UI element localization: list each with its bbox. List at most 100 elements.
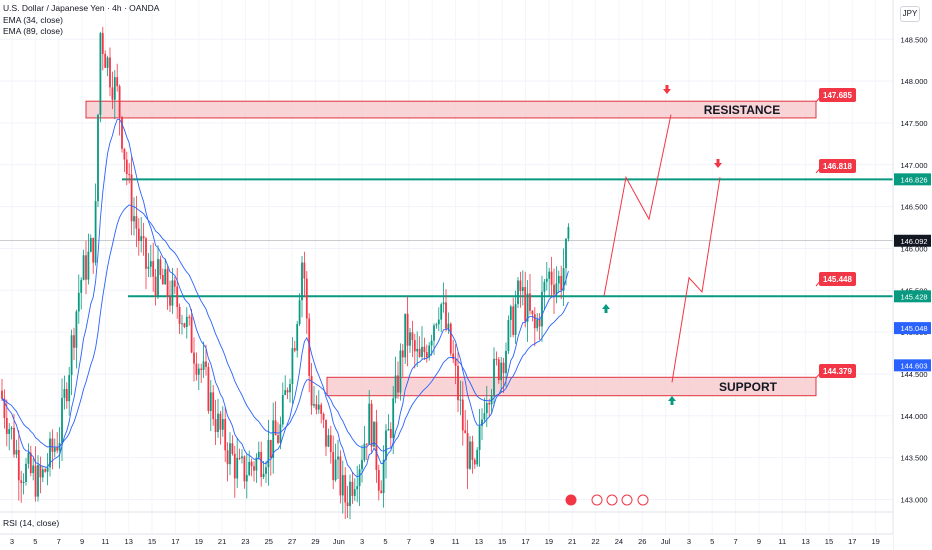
candle-body: [224, 419, 227, 451]
candle-body: [80, 279, 83, 293]
price-badge-bg: [894, 234, 931, 247]
time-tick-label: 9: [430, 537, 434, 546]
candle-body: [368, 403, 371, 445]
candle-body: [349, 481, 351, 507]
grid: [0, 0, 893, 534]
candle-body: [229, 443, 231, 465]
candle-body: [257, 451, 260, 458]
candle-body: [483, 413, 486, 420]
ema-34-line: [1, 118, 569, 478]
candle-body: [56, 447, 59, 451]
symbol-title[interactable]: U.S. Dollar / Japanese Yen · 4h · OANDA: [3, 3, 160, 13]
candle-body: [34, 465, 37, 497]
candle-body: [322, 413, 325, 420]
candle-body: [433, 325, 435, 341]
candle-body: [262, 473, 265, 478]
candle-body: [363, 443, 366, 461]
level-label-text: 147.685: [823, 91, 852, 100]
ema-89-legend[interactable]: EMA (89, close): [3, 26, 63, 36]
time-axis[interactable]: 3 5 7 9 11 13 15 17 19 21 23 25 27 29 Jun 3 5 7 9 11 13 15 17 1…: [0, 533, 893, 550]
price-tick-label: 147.500: [900, 119, 927, 128]
candle-body: [449, 323, 452, 354]
time-tick-label: 13: [125, 537, 133, 546]
candle-body: [421, 346, 423, 357]
price-axis-bg: [893, 0, 932, 550]
candle-body: [111, 87, 114, 100]
candle-body: [260, 451, 263, 478]
candle-body: [281, 394, 284, 425]
candle-body: [435, 324, 438, 326]
time-tick-label: 23: [241, 537, 249, 546]
zone-label: SUPPORT: [719, 380, 778, 394]
candle-body: [3, 398, 6, 418]
event-icon: [565, 494, 577, 506]
rsi-legend[interactable]: RSI (14, close): [3, 518, 60, 528]
time-tick-label: 5: [710, 537, 714, 546]
candle-body: [454, 359, 457, 366]
candle-body: [471, 441, 474, 460]
time-axis-bg: [0, 534, 893, 550]
candle-body: [157, 259, 159, 296]
arrow-down-icon: [714, 159, 722, 168]
candle-body: [380, 490, 383, 494]
candle-body: [32, 465, 35, 474]
candle-body: [82, 255, 85, 280]
candle-body: [447, 323, 450, 329]
level-label-text: 146.818: [823, 162, 852, 171]
candle-body: [478, 425, 481, 450]
candle-body: [8, 429, 11, 434]
price-tick-label: 143.500: [900, 454, 927, 463]
candle-body: [466, 433, 469, 469]
candle-body: [565, 238, 567, 269]
zone-label: RESISTANCE: [704, 103, 780, 117]
candle-body: [529, 293, 531, 311]
candle-body: [473, 459, 476, 465]
candle-body: [101, 33, 104, 54]
price-badge-bg: [894, 322, 931, 335]
time-tick-label: 11: [778, 537, 786, 546]
zone-support: [326, 376, 817, 397]
candle-body: [123, 148, 126, 160]
candle-body: [512, 306, 515, 335]
candle-body: [296, 324, 299, 351]
candle-body: [166, 269, 169, 297]
candle-body: [353, 489, 356, 496]
price-tick-label: 147.000: [900, 161, 927, 170]
price-tick-label: 143.000: [900, 495, 927, 504]
time-tick-label: Jul: [661, 537, 671, 546]
candle-body: [272, 420, 275, 458]
price-badge-bg: [894, 290, 931, 303]
candle-body: [541, 291, 543, 327]
projection-path-lower: [671, 177, 721, 383]
candle-body: [464, 430, 467, 434]
candle-body: [214, 419, 217, 433]
candle-body: [533, 314, 536, 329]
candle-body: [25, 463, 27, 482]
candle-body: [65, 389, 68, 402]
candle-body: [476, 449, 479, 465]
candle-body: [39, 464, 42, 478]
currency-button[interactable]: JPY: [900, 6, 920, 22]
candle-body: [176, 286, 179, 307]
time-tick-label: 21: [568, 537, 576, 546]
ema-34-legend[interactable]: EMA (34, close): [3, 14, 63, 25]
candle-body: [313, 404, 315, 406]
candle-body: [485, 402, 488, 414]
candle-body: [245, 475, 248, 482]
candle-body: [327, 435, 330, 447]
price-axis[interactable]: 148.500 148.000 147.500 147.000 146.500 146.0…: [892, 0, 932, 550]
projection-layer: [602, 85, 722, 405]
price-tick-label: 148.000: [900, 77, 927, 86]
candle-body: [509, 306, 512, 320]
time-tick-label: 7: [407, 537, 411, 546]
candle-body: [339, 456, 342, 496]
candle-body: [332, 452, 335, 481]
time-tick-label: 9: [80, 537, 84, 546]
candle-body: [159, 259, 162, 276]
price-badge-text: 146.826: [900, 175, 927, 184]
time-tick-label: 5: [33, 537, 37, 546]
candle-body: [178, 306, 181, 324]
candle-body: [188, 316, 191, 318]
candle-body: [279, 424, 282, 443]
